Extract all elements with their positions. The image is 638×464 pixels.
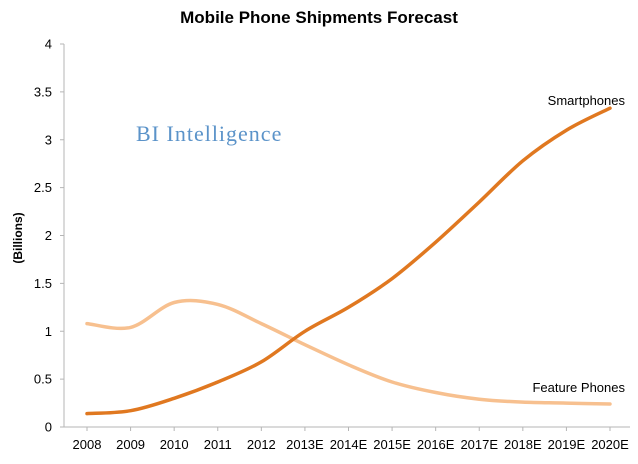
x-tick-label: 2014E [330,437,368,452]
y-tick-label: 3.5 [34,84,52,99]
chart-title: Mobile Phone Shipments Forecast [180,8,458,27]
x-tick-label: 2016E [417,437,455,452]
x-axis-ticks: 2008 2009 2010 2011 2012 2013E 2014E 2015E 2016E… [73,427,629,452]
y-axis-label: (Billions) [11,212,25,263]
x-tick-label: 2011 [204,437,232,452]
data-point-smartphones [477,199,482,204]
data-point-smartphones [520,158,525,163]
x-tick-label: 2009 [116,437,145,452]
data-point-smartphones [215,379,220,384]
data-point-smartphones [85,411,90,416]
y-axis-ticks: 0 0.5 1 1.5 2 2.5 3 3.5 4 [34,37,64,435]
data-point-smartphones [128,408,133,413]
data-point-smartphones [433,240,438,245]
x-tick-label: 2018E [504,437,542,452]
y-tick-label: 1.5 [34,276,52,291]
x-tick-label: 2015E [373,437,411,452]
data-point-feature-phones [302,342,307,347]
data-point-smartphones [346,305,351,310]
data-point-feature-phones [477,397,482,402]
series-layer: Smartphones Feature Phones [85,93,626,416]
data-point-feature-phones [346,362,351,367]
y-tick-label: 2.5 [34,180,52,195]
data-point-feature-phones [608,402,613,407]
data-point-feature-phones [172,300,177,305]
series-line-feature-phones [85,298,612,406]
series-line-smartphones [85,106,612,416]
x-tick-label: 2010 [160,437,189,452]
y-tick-label: 3 [45,132,52,147]
data-point-smartphones [564,128,569,133]
data-point-smartphones [302,329,307,334]
data-point-feature-phones [390,379,395,384]
data-point-feature-phones [85,321,90,326]
data-point-feature-phones [128,325,133,330]
y-tick-label: 0.5 [34,372,52,387]
y-tick-label: 0 [45,420,52,435]
watermark-logo: BI Intelligence [136,121,282,146]
data-point-feature-phones [520,400,525,405]
x-tick-label: 2019E [548,437,586,452]
y-tick-label: 2 [45,228,52,243]
data-point-feature-phones [215,302,220,307]
x-tick-label: 2020E [591,437,629,452]
x-tick-label: 2017E [460,437,498,452]
series-label-smartphones: Smartphones [548,93,626,108]
x-tick-label: 2013E [286,437,324,452]
data-point-smartphones [259,359,264,364]
data-point-smartphones [172,396,177,401]
y-tick-label: 4 [45,37,52,52]
y-tick-label: 1 [45,324,52,339]
x-tick-label: 2012 [247,437,276,452]
data-point-smartphones [390,276,395,281]
data-point-feature-phones [433,390,438,395]
data-point-feature-phones [564,401,569,406]
series-label-feature-phones: Feature Phones [532,380,625,395]
x-tick-label: 2008 [73,437,102,452]
data-point-feature-phones [259,321,264,326]
